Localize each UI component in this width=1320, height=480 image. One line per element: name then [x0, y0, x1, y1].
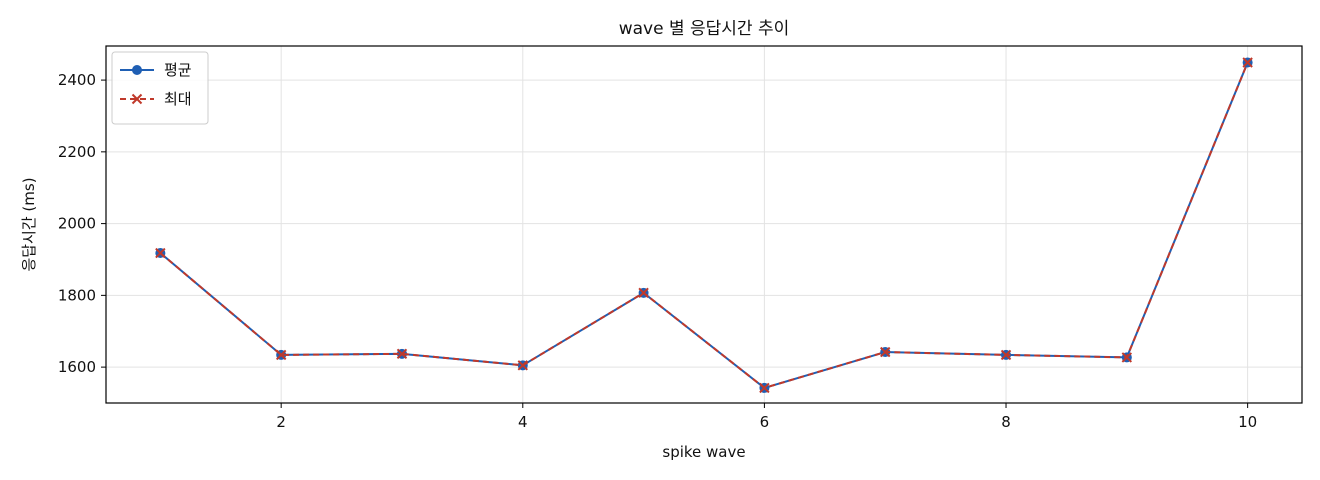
data-point — [880, 346, 891, 358]
x-tick-label: 6 — [760, 413, 770, 431]
x-tick-label: 2 — [276, 413, 286, 431]
legend-marker — [132, 65, 142, 75]
series-line — [159, 62, 1249, 389]
x-marker-stroke — [880, 346, 891, 358]
legend-label: 평균 — [164, 61, 192, 79]
series-1 — [155, 57, 1253, 393]
data-point — [638, 287, 649, 299]
legend-item: 최대 — [120, 90, 192, 108]
data-point — [517, 360, 528, 371]
data-point — [1121, 352, 1133, 363]
x-marker-stroke — [517, 360, 528, 371]
y-tick-label: 2000 — [58, 215, 96, 233]
grid — [106, 46, 1302, 403]
legend-label: 최대 — [164, 90, 192, 108]
x-marker-stroke — [155, 247, 166, 259]
x-marker-stroke — [759, 382, 770, 394]
series-2 — [155, 57, 1253, 394]
series-line — [159, 62, 1249, 389]
x-marker-stroke — [396, 348, 408, 360]
y-tick-label: 1600 — [58, 358, 96, 376]
plot-frame — [105, 45, 1303, 404]
data-point — [759, 382, 770, 394]
data-point — [1000, 349, 1012, 361]
x-tick-label: 10 — [1238, 413, 1257, 431]
data-point — [155, 247, 166, 259]
y-tick-label: 2400 — [58, 71, 96, 89]
data-point — [396, 348, 408, 360]
x-marker-stroke — [1121, 352, 1133, 363]
x-tick-label: 4 — [518, 413, 528, 431]
data-point — [1242, 57, 1253, 68]
data-point — [275, 349, 287, 361]
y-axis-label: 응답시간 (ms) — [20, 177, 38, 271]
y-tick-label: 1800 — [58, 286, 96, 304]
chart-title: wave 별 응답시간 추이 — [619, 19, 790, 39]
legend-marker — [131, 93, 143, 105]
x-marker-stroke — [275, 349, 287, 361]
x-marker-stroke — [1242, 57, 1253, 68]
x-marker-stroke — [638, 287, 649, 299]
series-layer — [155, 57, 1253, 394]
x-tick-label: 8 — [1001, 413, 1011, 431]
legend-box — [111, 51, 209, 125]
y-tick-label: 2200 — [58, 143, 96, 161]
x-marker-stroke — [1000, 349, 1012, 361]
x-axis-label: spike wave — [662, 443, 745, 461]
legend-item: 평균 — [120, 61, 192, 79]
ticks: 1600 1800 2000 2200 2400 2 4 6 8 10 — [58, 71, 1257, 431]
